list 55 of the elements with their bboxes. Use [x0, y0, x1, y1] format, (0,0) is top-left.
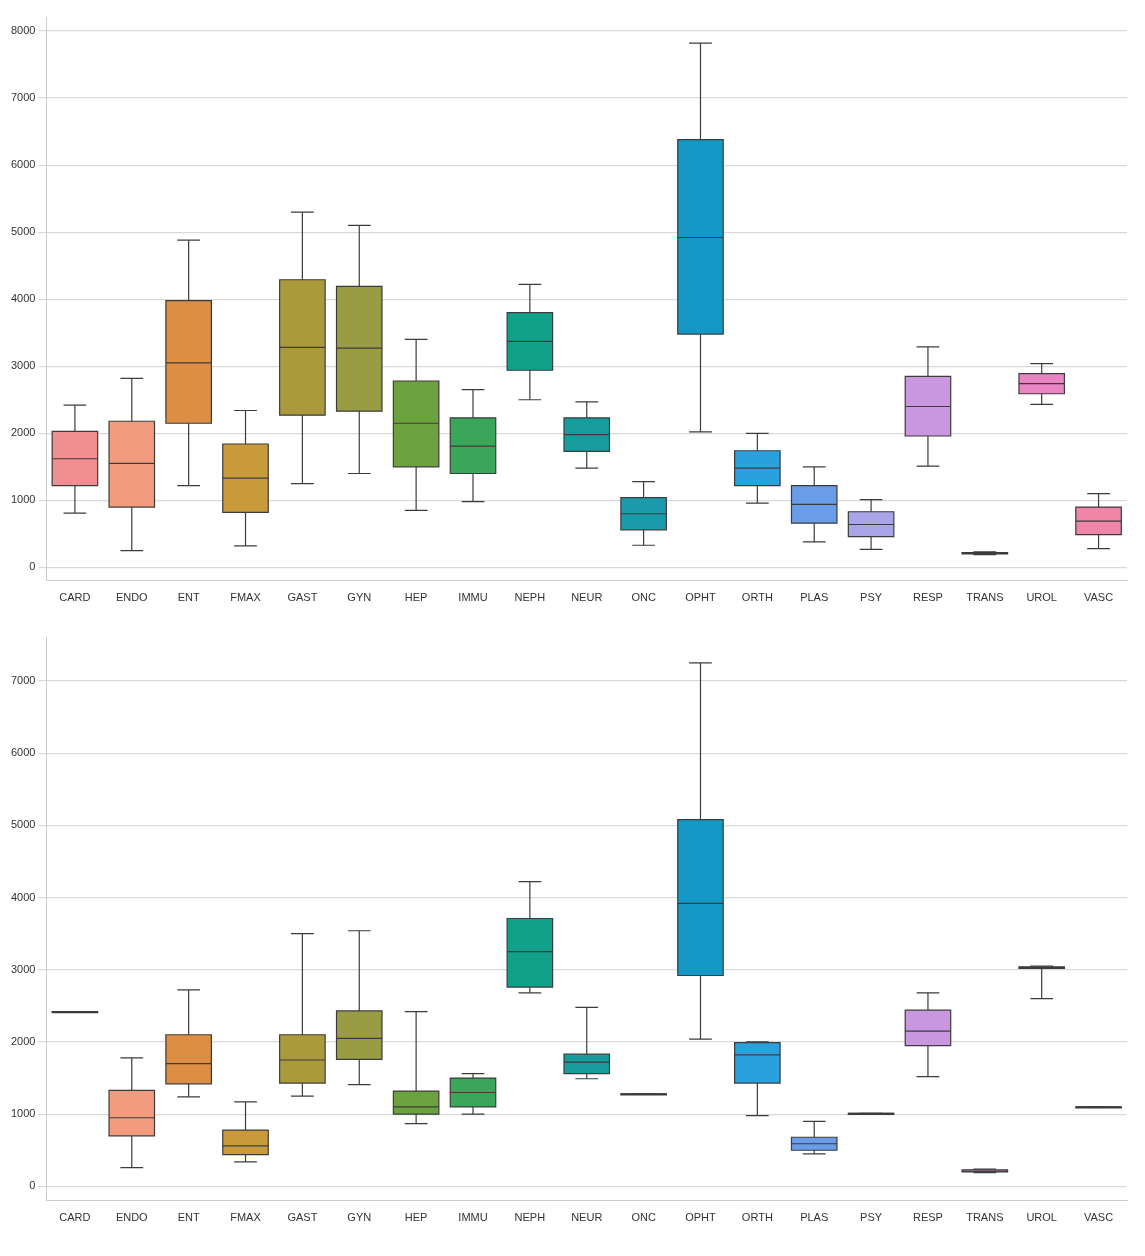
x-tick-label: ENDO — [115, 1211, 149, 1224]
y-tick-label: 5000 — [10, 818, 36, 831]
x-tick-label: HEP — [404, 1211, 428, 1224]
x-tick-label: UROL — [1026, 591, 1057, 604]
x-tick-label: PLAS — [800, 591, 829, 604]
y-tick-label: 6000 — [10, 746, 36, 759]
x-tick-label: ONC — [631, 591, 656, 604]
x-tick-label: GYN — [347, 1211, 372, 1224]
x-tick-label: GYN — [347, 591, 372, 604]
x-tick-label: HEP — [404, 591, 428, 604]
x-tick-label: VASC — [1083, 591, 1114, 604]
x-tick-label: NEUR — [571, 1211, 603, 1224]
x-tick-label: ENT — [177, 591, 200, 604]
x-tick-label: RESP — [912, 591, 943, 604]
x-tick-label: RESP — [912, 1211, 943, 1224]
x-tick-label: CARD — [59, 1211, 91, 1224]
x-tick-label: NEUR — [571, 591, 603, 604]
x-tick-label: TRANS — [966, 1211, 1004, 1224]
y-tick-label: 6000 — [10, 158, 36, 171]
x-tick-label: FMAX — [230, 591, 262, 604]
y-tick-label: 1000 — [10, 1107, 36, 1120]
y-tick-label: 4000 — [10, 890, 36, 903]
x-tick-label: PLAS — [800, 1211, 829, 1224]
y-tick-label: 0 — [29, 560, 36, 573]
x-tick-label: FMAX — [230, 1211, 262, 1224]
y-tick-label: 7000 — [10, 91, 36, 104]
x-tick-label: NEPH — [514, 1211, 546, 1224]
x-tick-label: ORTH — [741, 1211, 773, 1224]
y-tick-label: 0 — [29, 1179, 36, 1192]
x-tick-label: OPHT — [685, 591, 717, 604]
y-tick-label: 4000 — [10, 292, 36, 305]
y-tick-label: 1000 — [10, 493, 36, 506]
y-tick-label: 3000 — [10, 359, 36, 372]
x-tick-label: TRANS — [966, 591, 1004, 604]
x-tick-label: IMMU — [458, 1211, 488, 1224]
x-tick-label: CARD — [59, 591, 91, 604]
x-tick-label: UROL — [1026, 1211, 1057, 1224]
y-tick-label: 2000 — [10, 426, 36, 439]
x-tick-label: ENT — [177, 1211, 200, 1224]
x-tick-label: PSY — [860, 591, 883, 604]
x-tick-label: GAST — [287, 591, 318, 604]
x-tick-label: IMMU — [458, 591, 488, 604]
x-tick-label: NEPH — [514, 591, 546, 604]
y-tick-label: 8000 — [10, 24, 36, 37]
y-tick-label: 7000 — [10, 673, 36, 686]
y-tick-label: 2000 — [10, 1034, 36, 1047]
x-tick-label: ORTH — [741, 591, 773, 604]
x-tick-label: OPHT — [685, 1211, 717, 1224]
x-tick-label: VASC — [1083, 1211, 1114, 1224]
y-tick-label: 3000 — [10, 962, 36, 975]
y-tick-label: 5000 — [10, 225, 36, 238]
x-tick-label: GAST — [287, 1211, 318, 1224]
x-tick-label: ONC — [631, 1211, 656, 1224]
x-tick-label: ENDO — [115, 591, 149, 604]
x-tick-label: PSY — [860, 1211, 883, 1224]
